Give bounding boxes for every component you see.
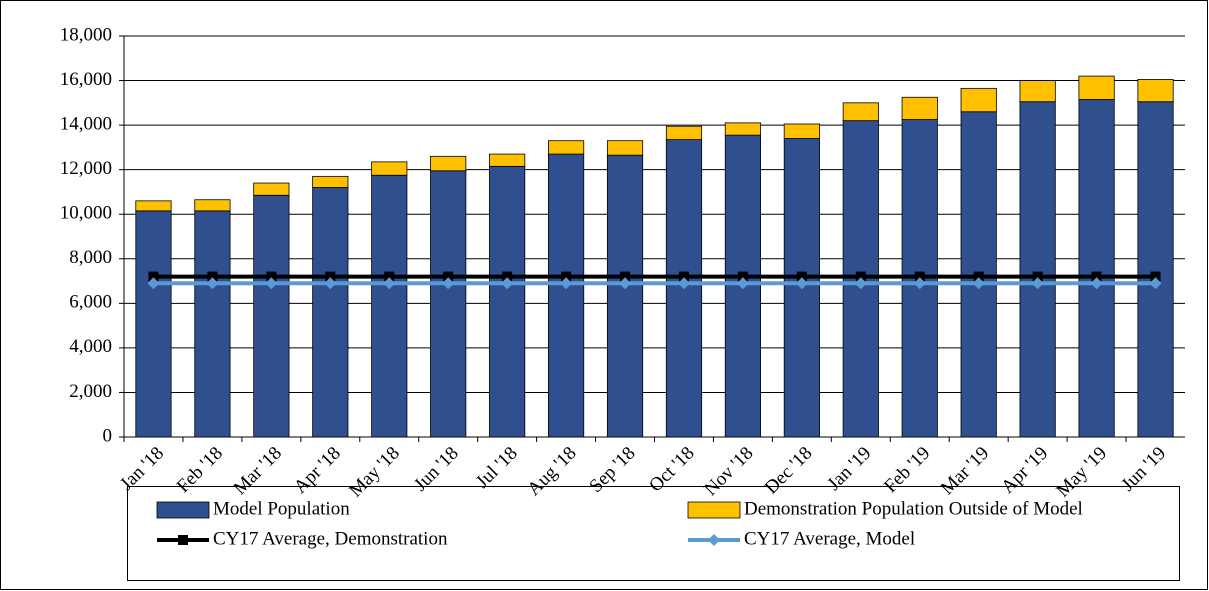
y-tick-label: 18,000 [60, 24, 112, 45]
y-tick-label: 10,000 [60, 203, 112, 224]
marker [736, 277, 749, 290]
marker [148, 271, 159, 282]
marker [206, 277, 219, 290]
bar [253, 194, 290, 438]
bar [430, 170, 467, 438]
legend-marker [708, 534, 720, 546]
y-tick-label: 8,000 [69, 247, 112, 268]
bar [312, 187, 349, 438]
marker [147, 277, 160, 290]
bar [489, 153, 526, 167]
marker [678, 271, 689, 282]
marker [501, 277, 514, 290]
bar [1078, 75, 1115, 100]
bar [1137, 101, 1174, 438]
bar [194, 210, 231, 438]
marker [619, 277, 632, 290]
y-tick-label: 12,000 [60, 158, 112, 179]
legend-label: Model Population [213, 498, 350, 519]
bar [842, 102, 879, 122]
bar [371, 174, 408, 438]
bar [1019, 101, 1056, 438]
marker [854, 277, 867, 290]
marker [796, 271, 807, 282]
marker [502, 271, 513, 282]
legend-swatch [156, 501, 210, 519]
bar [253, 182, 290, 196]
bar [1078, 99, 1115, 438]
bar [312, 175, 349, 188]
bar [1137, 79, 1174, 103]
legend-marker [178, 535, 188, 545]
bar [548, 140, 585, 155]
marker [1149, 277, 1162, 290]
marker [1032, 271, 1043, 282]
marker [973, 271, 984, 282]
y-tick-label: 2,000 [69, 381, 112, 402]
y-tick-label: 14,000 [60, 113, 112, 134]
bar [606, 154, 644, 438]
bar [783, 123, 820, 139]
marker [972, 277, 985, 290]
marker [1031, 277, 1044, 290]
bar [665, 125, 703, 140]
y-tick-label: 0 [103, 425, 113, 446]
y-tick-label: 4,000 [69, 336, 112, 357]
bar [489, 165, 526, 438]
marker [620, 271, 631, 282]
marker [914, 271, 925, 282]
bar [901, 96, 938, 120]
marker [384, 271, 395, 282]
marker [1091, 271, 1102, 282]
marker [266, 271, 277, 282]
marker [677, 277, 690, 290]
legend-label: CY17 Average, Model [744, 528, 915, 549]
bar [135, 210, 172, 438]
bar [960, 87, 997, 113]
marker [913, 277, 926, 290]
legend-box [127, 486, 1180, 581]
legend-swatch [687, 501, 741, 519]
bar [371, 161, 408, 176]
y-tick-label: 16,000 [60, 69, 112, 90]
bar [135, 200, 172, 212]
marker [207, 271, 218, 282]
marker [1090, 277, 1103, 290]
bar [606, 140, 644, 156]
marker [855, 271, 866, 282]
marker [325, 271, 336, 282]
y-tick-label: 6,000 [69, 292, 112, 313]
marker [443, 271, 454, 282]
marker [560, 277, 573, 290]
marker [737, 271, 748, 282]
legend-label: CY17 Average, Demonstration [213, 528, 448, 549]
bar [724, 122, 762, 136]
marker [442, 277, 455, 290]
marker [324, 277, 337, 290]
legend-label: Demonstration Population Outside of Mode… [744, 498, 1083, 519]
bar [548, 153, 585, 438]
marker [383, 277, 396, 290]
marker [561, 271, 572, 282]
marker [795, 277, 808, 290]
bar [1019, 80, 1056, 103]
marker [1150, 271, 1161, 282]
bar [194, 199, 231, 212]
bar [430, 155, 467, 172]
marker [265, 277, 278, 290]
